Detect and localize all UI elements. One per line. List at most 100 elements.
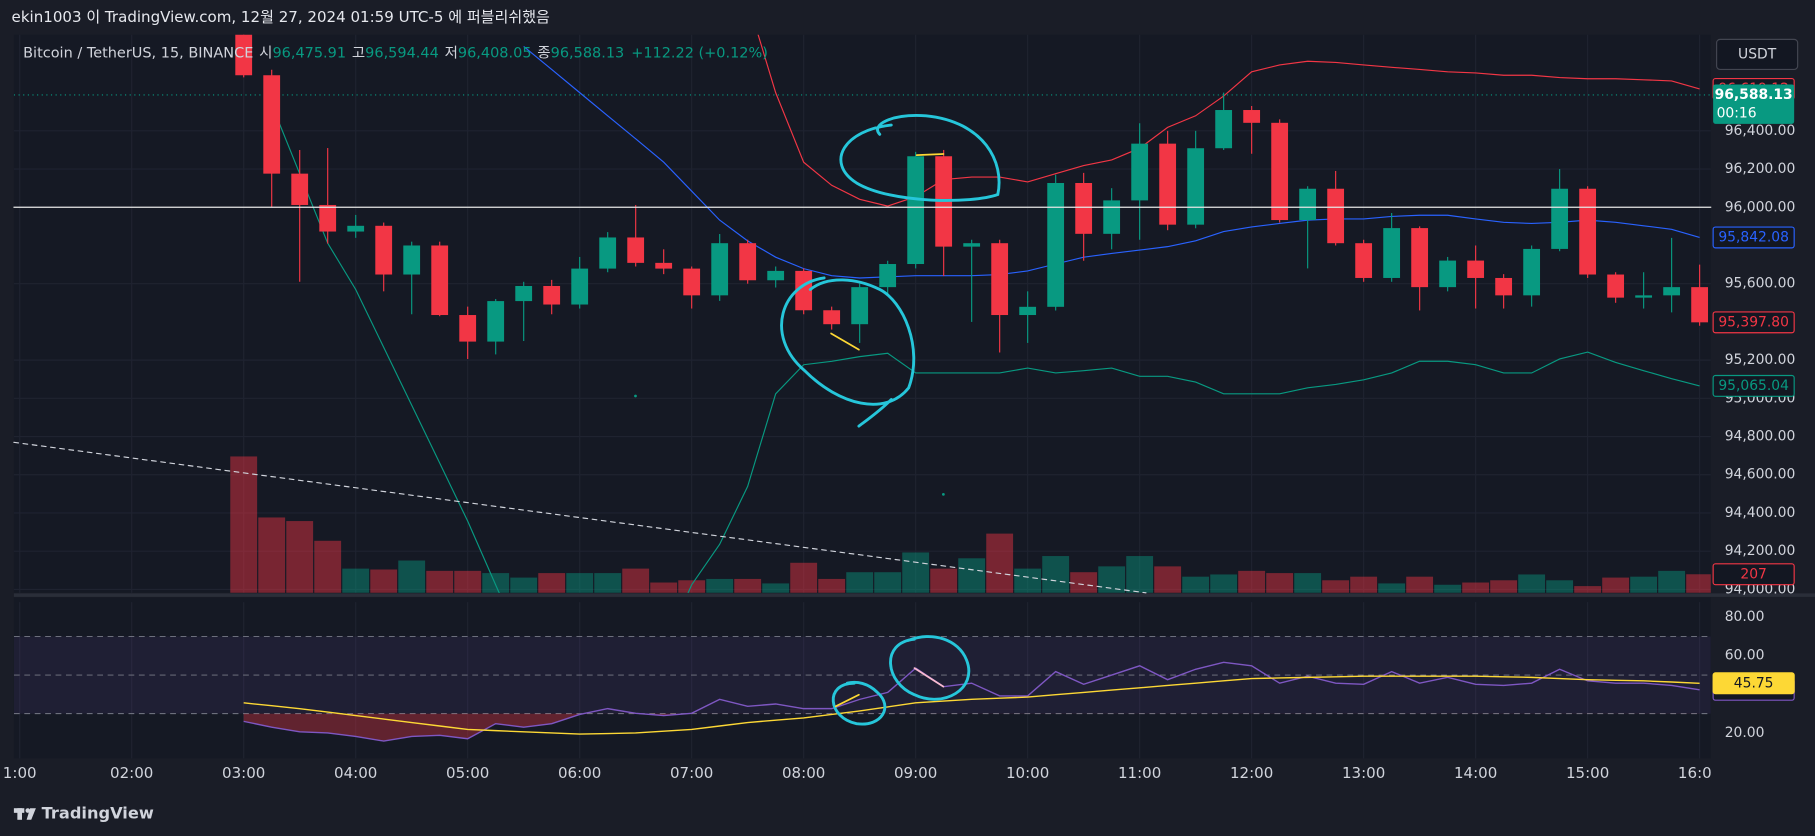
volume-bar bbox=[342, 568, 370, 593]
volume-bar bbox=[902, 552, 930, 593]
overlay-tag: 95,842.08 bbox=[1718, 229, 1789, 245]
candle-body bbox=[1019, 306, 1037, 316]
candle-body bbox=[459, 315, 477, 342]
candle-body bbox=[375, 225, 393, 275]
overlay-tag-bg bbox=[1712, 374, 1795, 397]
y-tick-label: 96,200.00 bbox=[1725, 161, 1796, 177]
x-tick-label: 14:00 bbox=[1454, 764, 1497, 782]
volume-bar bbox=[1602, 577, 1630, 593]
volume-bar bbox=[1490, 580, 1518, 593]
volume-bar bbox=[594, 573, 622, 593]
volume-bar bbox=[1042, 556, 1070, 593]
hand-circle bbox=[839, 114, 1001, 202]
candle-body bbox=[1467, 260, 1485, 278]
y-tick-label: 94,800.00 bbox=[1725, 429, 1796, 445]
volume-bar bbox=[1322, 580, 1350, 593]
candle-body bbox=[1579, 188, 1597, 275]
volume-bar bbox=[1434, 584, 1462, 593]
volume-bar bbox=[510, 577, 538, 593]
close-tag: 95,397.80 bbox=[1718, 314, 1789, 330]
volume-bar bbox=[874, 572, 902, 593]
x-tick-label: 16:00 bbox=[1678, 764, 1721, 782]
rsi-tag: 45.75 bbox=[1734, 675, 1774, 691]
volume-bar bbox=[1182, 576, 1210, 593]
volume-bar bbox=[734, 578, 762, 593]
x-tick-label: 13:00 bbox=[1342, 764, 1385, 782]
y-tick-label: 95,600.00 bbox=[1725, 276, 1796, 292]
x-tick-label: 03:00 bbox=[222, 764, 265, 782]
volume-bar bbox=[1462, 582, 1490, 593]
candle-body bbox=[1607, 274, 1625, 298]
volume-bar bbox=[286, 521, 314, 593]
candle-body bbox=[1131, 143, 1149, 201]
x-tick-label: 07:00 bbox=[670, 764, 713, 782]
dot bbox=[634, 394, 637, 398]
candle-body bbox=[739, 243, 757, 281]
legend-value: 96,588.13 bbox=[551, 45, 625, 61]
candle-body bbox=[515, 285, 533, 302]
hand-circle bbox=[889, 635, 971, 701]
candle-body bbox=[991, 243, 1009, 316]
volume-bar bbox=[986, 533, 1014, 593]
legend-key: 고 bbox=[352, 45, 365, 61]
countdown-label: 00:16 bbox=[1717, 105, 1757, 121]
volume-bar bbox=[314, 540, 342, 593]
y-tick-label: 95,200.00 bbox=[1725, 352, 1796, 368]
legend: Bitcoin / TetherUS, 15, BINANCE 시96,475.9… bbox=[23, 44, 768, 61]
candle-body bbox=[1635, 295, 1653, 298]
dot bbox=[941, 493, 945, 496]
brand: TradingView bbox=[42, 803, 154, 822]
volume-bar bbox=[258, 517, 286, 593]
candle-body bbox=[767, 270, 785, 281]
rsi-line bbox=[243, 661, 1700, 742]
candle-body bbox=[711, 243, 729, 296]
candle-body bbox=[1103, 200, 1121, 234]
candle-body bbox=[487, 301, 505, 342]
x-tick-label: 06:00 bbox=[558, 764, 601, 782]
hand-line bbox=[830, 332, 860, 351]
candle-body bbox=[655, 262, 673, 269]
y-tick-label: 94,000.00 bbox=[1725, 581, 1796, 597]
currency-button bbox=[1716, 38, 1799, 71]
legend-key: 저 bbox=[445, 44, 458, 61]
candle-body bbox=[1691, 287, 1709, 323]
volume-bar bbox=[482, 573, 510, 593]
overlay-tag-bg bbox=[1712, 226, 1795, 249]
volume-bar bbox=[1070, 572, 1098, 593]
x-tick-label: 12:00 bbox=[1230, 764, 1273, 782]
candle-body bbox=[795, 270, 813, 311]
candle-body bbox=[879, 264, 897, 288]
price-layer bbox=[13, 34, 1711, 593]
volume-bar bbox=[1406, 576, 1434, 593]
candle-body bbox=[1355, 243, 1373, 278]
candle-body bbox=[1215, 110, 1233, 149]
x-tick-label: 1:00 bbox=[3, 764, 37, 782]
candle-body bbox=[319, 204, 337, 232]
candle-body bbox=[403, 245, 421, 275]
x-tick-label: 15:00 bbox=[1566, 764, 1609, 782]
volume-bar bbox=[370, 569, 398, 593]
legend-key: 시 bbox=[259, 45, 272, 61]
candle-body bbox=[1411, 228, 1429, 288]
x-tick-label: 10:00 bbox=[1006, 764, 1049, 782]
band-line bbox=[271, 104, 1700, 593]
volume-bar bbox=[930, 568, 958, 593]
volume-bar bbox=[1210, 574, 1238, 593]
x-tick-label: 08:00 bbox=[782, 764, 825, 782]
hand-line bbox=[834, 693, 860, 708]
volume-bar bbox=[1378, 583, 1406, 593]
y-tick-label: 96,400.00 bbox=[1725, 123, 1796, 139]
trend-line bbox=[13, 441, 1147, 594]
volume-bar bbox=[1658, 570, 1686, 593]
candle-body bbox=[1187, 148, 1205, 225]
legend-key: 종 bbox=[537, 45, 550, 61]
volume-bar bbox=[1686, 574, 1711, 593]
x-tick-label: 04:00 bbox=[334, 764, 377, 782]
legend-title: Bitcoin / TetherUS, 15, BINANCE bbox=[23, 45, 253, 61]
volume-bar bbox=[1154, 566, 1182, 593]
candle-body bbox=[963, 243, 981, 247]
volume-bar bbox=[1098, 566, 1126, 593]
volume-bar bbox=[1574, 586, 1602, 593]
candle-body bbox=[627, 237, 645, 263]
y-tick-label: 94,600.00 bbox=[1725, 467, 1796, 483]
